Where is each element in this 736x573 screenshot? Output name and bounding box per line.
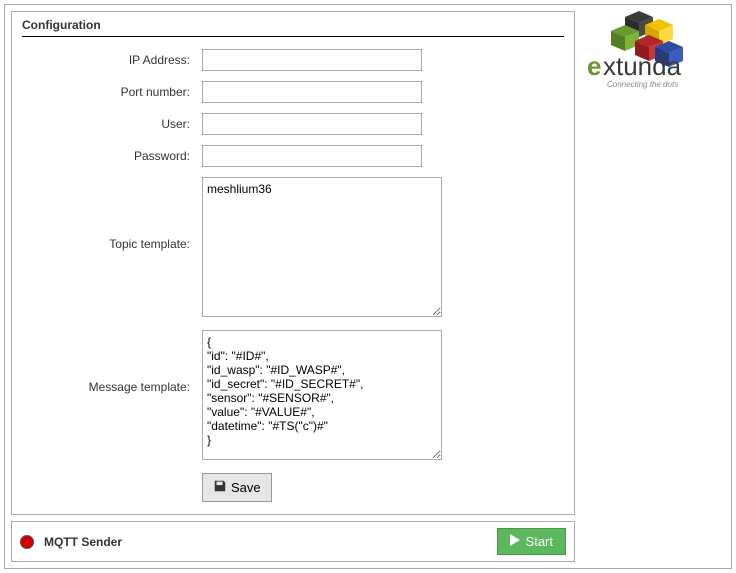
label-topic: Topic template: — [22, 177, 202, 251]
label-ip: IP Address: — [22, 53, 202, 67]
input-ip[interactable] — [202, 49, 422, 71]
status-dot-icon — [20, 535, 34, 549]
row-user: User: — [22, 113, 564, 135]
status-left: MQTT Sender — [20, 535, 122, 549]
brand-logo: e xtunda Connecting the dots — [577, 5, 727, 95]
main-container: e xtunda Connecting the dots Configurati… — [4, 4, 732, 569]
label-port: Port number: — [22, 85, 202, 99]
row-password: Password: — [22, 145, 564, 167]
panel-title: Configuration — [22, 18, 564, 37]
row-topic: Topic template: — [22, 177, 564, 320]
input-password[interactable] — [202, 145, 422, 167]
row-message: Message template: — [22, 330, 564, 463]
svg-text:Connecting the dots: Connecting the dots — [607, 80, 678, 89]
row-port: Port number: — [22, 81, 564, 103]
row-ip: IP Address: — [22, 49, 564, 71]
status-bar: MQTT Sender Start — [11, 521, 575, 562]
textarea-topic[interactable] — [202, 177, 442, 317]
label-user: User: — [22, 117, 202, 131]
textarea-message[interactable] — [202, 330, 442, 460]
svg-text:e: e — [587, 51, 601, 81]
save-icon — [213, 479, 227, 496]
svg-text:xtunda: xtunda — [603, 51, 682, 81]
start-button[interactable]: Start — [497, 528, 566, 555]
configuration-panel: Configuration IP Address: Port number: U… — [11, 11, 575, 515]
status-label: MQTT Sender — [44, 535, 122, 549]
input-port[interactable] — [202, 81, 422, 103]
label-message: Message template: — [22, 330, 202, 394]
start-button-label: Start — [526, 534, 553, 549]
input-user[interactable] — [202, 113, 422, 135]
save-row: Save — [202, 473, 564, 502]
label-password: Password: — [22, 149, 202, 163]
save-button-label: Save — [231, 480, 261, 495]
play-icon — [510, 534, 520, 549]
save-button[interactable]: Save — [202, 473, 272, 502]
